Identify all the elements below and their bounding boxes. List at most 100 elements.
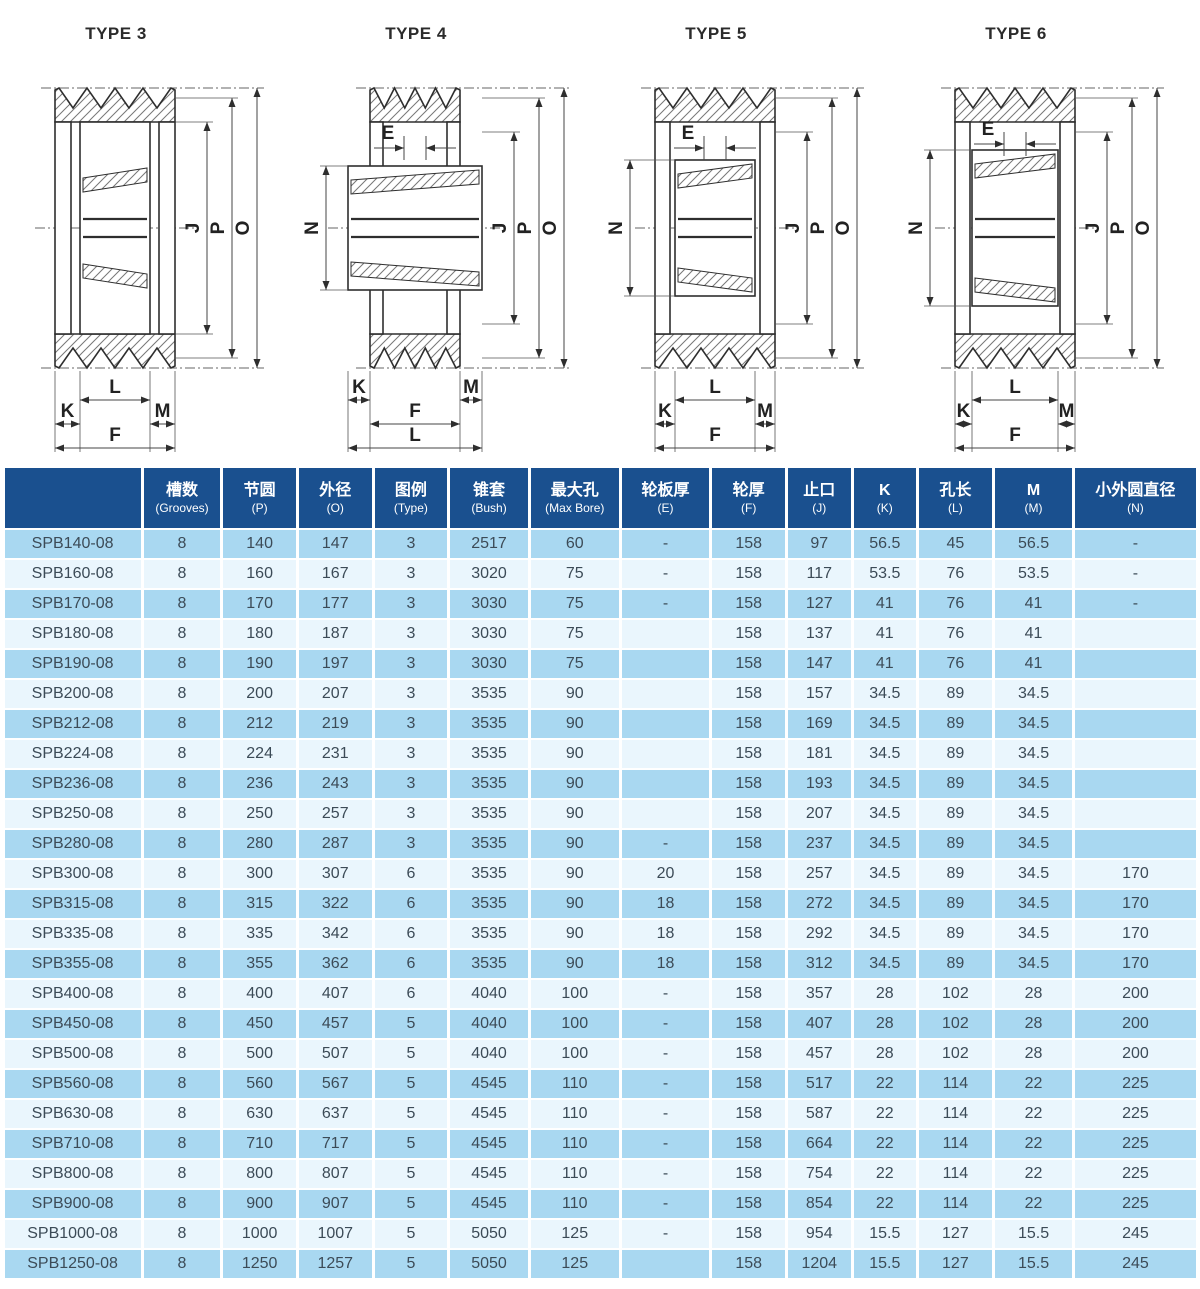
cell: 6	[374, 980, 448, 1008]
cell: 3	[374, 680, 448, 708]
cell: 90	[530, 680, 619, 708]
dim-label-J: J	[783, 223, 804, 234]
dim-label-O: O	[540, 221, 561, 236]
header-cell: 锥套 (Bush)	[450, 468, 528, 528]
dim-label-J: J	[490, 223, 511, 234]
cell: 3	[374, 800, 448, 828]
cell: 450	[223, 1010, 296, 1038]
header-cell: 轮厚 (F)	[712, 468, 785, 528]
dim-label-P: P	[1108, 221, 1129, 234]
cell	[1075, 830, 1196, 858]
cell: 34.5	[853, 950, 917, 978]
cell: 41	[994, 650, 1073, 678]
dim-label-O: O	[833, 221, 854, 236]
cell: 158	[712, 1070, 785, 1098]
cell: 158	[712, 1160, 785, 1188]
cell: 45	[919, 530, 992, 558]
cell: 22	[994, 1100, 1073, 1128]
cell: 190	[223, 650, 296, 678]
model-cell: SPB900-08	[4, 1190, 141, 1218]
model-cell: SPB180-08	[4, 620, 141, 648]
cell: 200	[223, 680, 296, 708]
cell: 8	[143, 830, 221, 858]
cell: 34.5	[853, 890, 917, 918]
cell: 3535	[450, 920, 528, 948]
model-cell: SPB355-08	[4, 950, 141, 978]
cell: 3535	[450, 950, 528, 978]
cell: 20	[621, 860, 710, 888]
cell: -	[1075, 530, 1196, 558]
cell: 8	[143, 740, 221, 768]
cell: 507	[298, 1040, 372, 1068]
dim-label-M: M	[155, 401, 171, 422]
cell: 97	[788, 530, 851, 558]
cell	[1075, 620, 1196, 648]
cell: 5050	[450, 1220, 528, 1248]
table-row: SPB630-08 8 630 637 5 4545 110-158 587 22 114 22 22…	[4, 1100, 1196, 1128]
cell: 245	[1075, 1250, 1196, 1278]
cell: 250	[223, 800, 296, 828]
header-cell: 槽数 (Grooves)	[143, 468, 221, 528]
cell: 158	[712, 710, 785, 738]
header-cell: K (K)	[853, 468, 917, 528]
cell: 3535	[450, 830, 528, 858]
diagram-title: TYPE 6	[985, 24, 1047, 43]
cell: 1204	[788, 1250, 851, 1278]
cell	[1075, 800, 1196, 828]
cell: 100	[530, 1010, 619, 1038]
table-row: SPB212-08 8 212 219 3 3535 90 158 169 34.5 89 34.5	[4, 710, 1196, 738]
cell: 357	[788, 980, 851, 1008]
cell: 181	[788, 740, 851, 768]
dim-label-N: N	[906, 221, 927, 235]
header-cell: 小外圆直径 (N)	[1075, 468, 1196, 528]
cell: 8	[143, 710, 221, 738]
cell: 1007	[298, 1220, 372, 1248]
cell: 158	[712, 800, 785, 828]
cell: 34.5	[853, 680, 917, 708]
table-row: SPB710-08 8 710 717 5 4545 110-158 664 22 114 22 22…	[4, 1130, 1196, 1158]
dim-label-O: O	[233, 221, 254, 236]
dim-label-P: P	[208, 221, 229, 234]
model-cell: SPB710-08	[4, 1130, 141, 1158]
cell: 8	[143, 1250, 221, 1278]
dim-label-F: F	[109, 425, 121, 446]
cell: 312	[788, 950, 851, 978]
cell: 400	[223, 980, 296, 1008]
table-row: SPB140-08 8 140 147 3 2517 60-158 97 56.5 45 56.5-	[4, 530, 1196, 558]
dim-label-E: E	[382, 123, 395, 144]
cell: -	[621, 830, 710, 858]
cell: 110	[530, 1160, 619, 1188]
cell: 3	[374, 740, 448, 768]
cell: 18	[621, 920, 710, 948]
cell: 8	[143, 1160, 221, 1188]
cell: 89	[919, 680, 992, 708]
cell: 22	[853, 1160, 917, 1188]
cell: 89	[919, 800, 992, 828]
cell: 158	[712, 590, 785, 618]
cell: 854	[788, 1190, 851, 1218]
cell: 362	[298, 950, 372, 978]
cell: 158	[712, 650, 785, 678]
cell: 34.5	[853, 740, 917, 768]
cell: 158	[712, 860, 785, 888]
cell: 170	[1075, 950, 1196, 978]
cell: 5	[374, 1250, 448, 1278]
cell: 3	[374, 620, 448, 648]
table-row: SPB1000-08 8 1000 1007 5 5050 125-158 954 15.5 12…	[4, 1220, 1196, 1248]
cell: 34.5	[853, 860, 917, 888]
cell: 114	[919, 1160, 992, 1188]
dim-label-M: M	[463, 377, 479, 398]
cell: 8	[143, 650, 221, 678]
cell: 18	[621, 890, 710, 918]
cell: 76	[919, 650, 992, 678]
cell: 207	[298, 680, 372, 708]
cell: 8	[143, 590, 221, 618]
cell: 28	[853, 1010, 917, 1038]
cell: 137	[788, 620, 851, 648]
cell: 4545	[450, 1070, 528, 1098]
cell: 5	[374, 1040, 448, 1068]
cell	[1075, 710, 1196, 738]
cell: 22	[994, 1160, 1073, 1188]
cell: 60	[530, 530, 619, 558]
